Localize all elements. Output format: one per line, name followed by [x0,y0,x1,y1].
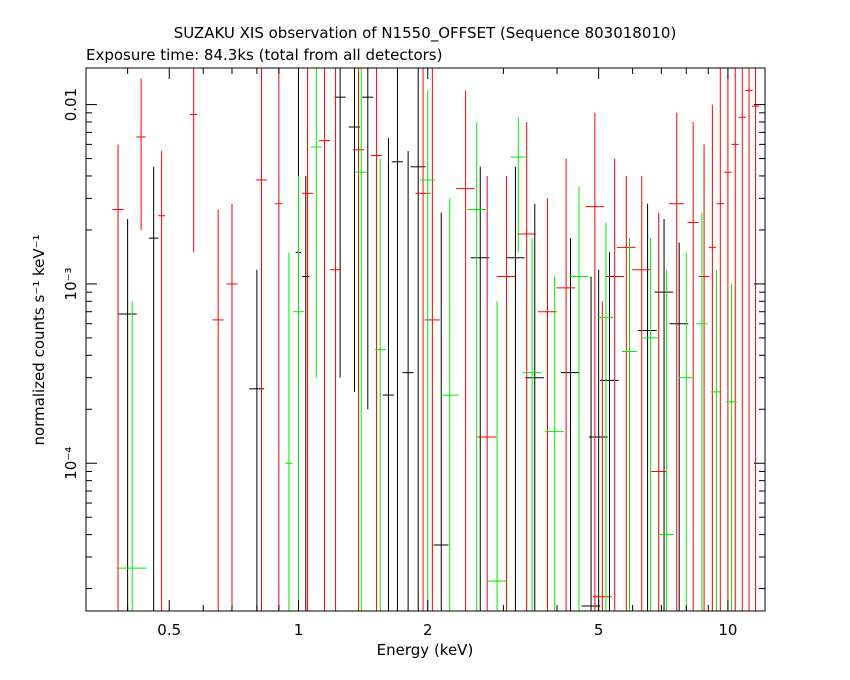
data-point [433,212,449,611]
data-point [599,252,619,611]
data-point [725,283,738,611]
data-point [424,68,440,611]
data-point [632,175,651,611]
data-point [724,68,732,611]
data-point [285,252,293,611]
data-point [382,138,394,611]
data-point [522,238,542,611]
data-point [708,104,717,611]
plot-frame [85,67,766,612]
data-point [731,68,739,611]
data-point [696,212,708,611]
data-point [678,252,694,611]
data-point [136,78,146,230]
data-point [669,112,685,611]
data-point [292,175,305,611]
data-layer [112,68,760,611]
y-tick-label: 10⁻⁴ [62,447,80,480]
y-tick-label: 0.01 [62,88,80,121]
data-point [598,222,614,611]
data-point [517,121,536,611]
data-point [569,186,589,611]
data-point [301,68,314,611]
data-point [362,68,374,410]
x-tick-label: 1 [294,621,304,639]
data-point [545,276,564,611]
data-point [592,301,612,611]
data-point [581,276,601,611]
data-point [687,121,699,611]
data-point [560,238,580,611]
data-point [487,301,507,611]
data-point [116,301,147,611]
data-point [440,198,459,611]
data-point [189,68,198,253]
data-point [402,151,414,611]
data-point [738,68,746,611]
data-point [621,238,637,611]
data-point [651,212,667,611]
data-point [698,144,710,611]
data-point [605,158,624,611]
data-point [420,90,436,611]
data-point [496,175,516,611]
data-point [212,209,224,611]
x-tick-label: 2 [423,621,433,639]
series-2 [116,68,738,611]
data-point [525,203,544,611]
data-point [334,68,346,378]
data-point [255,68,268,611]
data-point [355,68,367,611]
data-point [352,68,365,611]
data-point [510,117,526,253]
data-point [310,68,322,378]
chart-title: SUZAKU XIS observation of N1550_OFFSET (… [174,24,677,43]
data-point [716,68,724,611]
data-point [616,175,636,611]
data-point [456,90,475,611]
chart-subtitle: Exposure time: 84.3ks (total from all de… [86,46,442,64]
data-point [638,203,657,611]
y-axis-label: normalized counts s⁻¹ keV⁻¹ [30,234,48,445]
data-point [669,242,689,611]
x-tick-label: 10 [718,621,737,639]
data-point [589,269,608,611]
data-point [374,158,386,611]
data-point [157,151,166,611]
series-1 [112,68,760,611]
data-point [556,158,576,611]
data-point [370,68,383,611]
data-point [318,68,331,611]
data-point [751,68,760,611]
data-point [505,166,525,611]
data-point [537,198,557,611]
series-0 [118,68,689,611]
data-point [659,269,674,611]
x-axis-label: Energy (keV) [377,641,474,659]
data-point [118,219,137,611]
data-point [745,68,753,611]
data-point [477,175,497,611]
x-tick-label: 5 [594,621,604,639]
data-point [585,112,604,611]
data-point [654,219,674,611]
data-point [391,68,403,611]
data-point [226,203,238,611]
data-point [470,166,490,611]
data-point [112,144,124,611]
axes: 0.5 1 2 5 10 10⁻⁴ 10⁻³ 0.01 [62,67,766,639]
data-point [329,68,342,611]
data-point [710,269,722,611]
data-point [467,121,486,611]
data-point [275,68,283,611]
data-point [642,238,658,611]
data-point [148,166,159,611]
data-point [302,175,310,611]
y-tick-label: 10⁻³ [62,267,80,300]
x-tick-label: 0.5 [157,621,181,639]
